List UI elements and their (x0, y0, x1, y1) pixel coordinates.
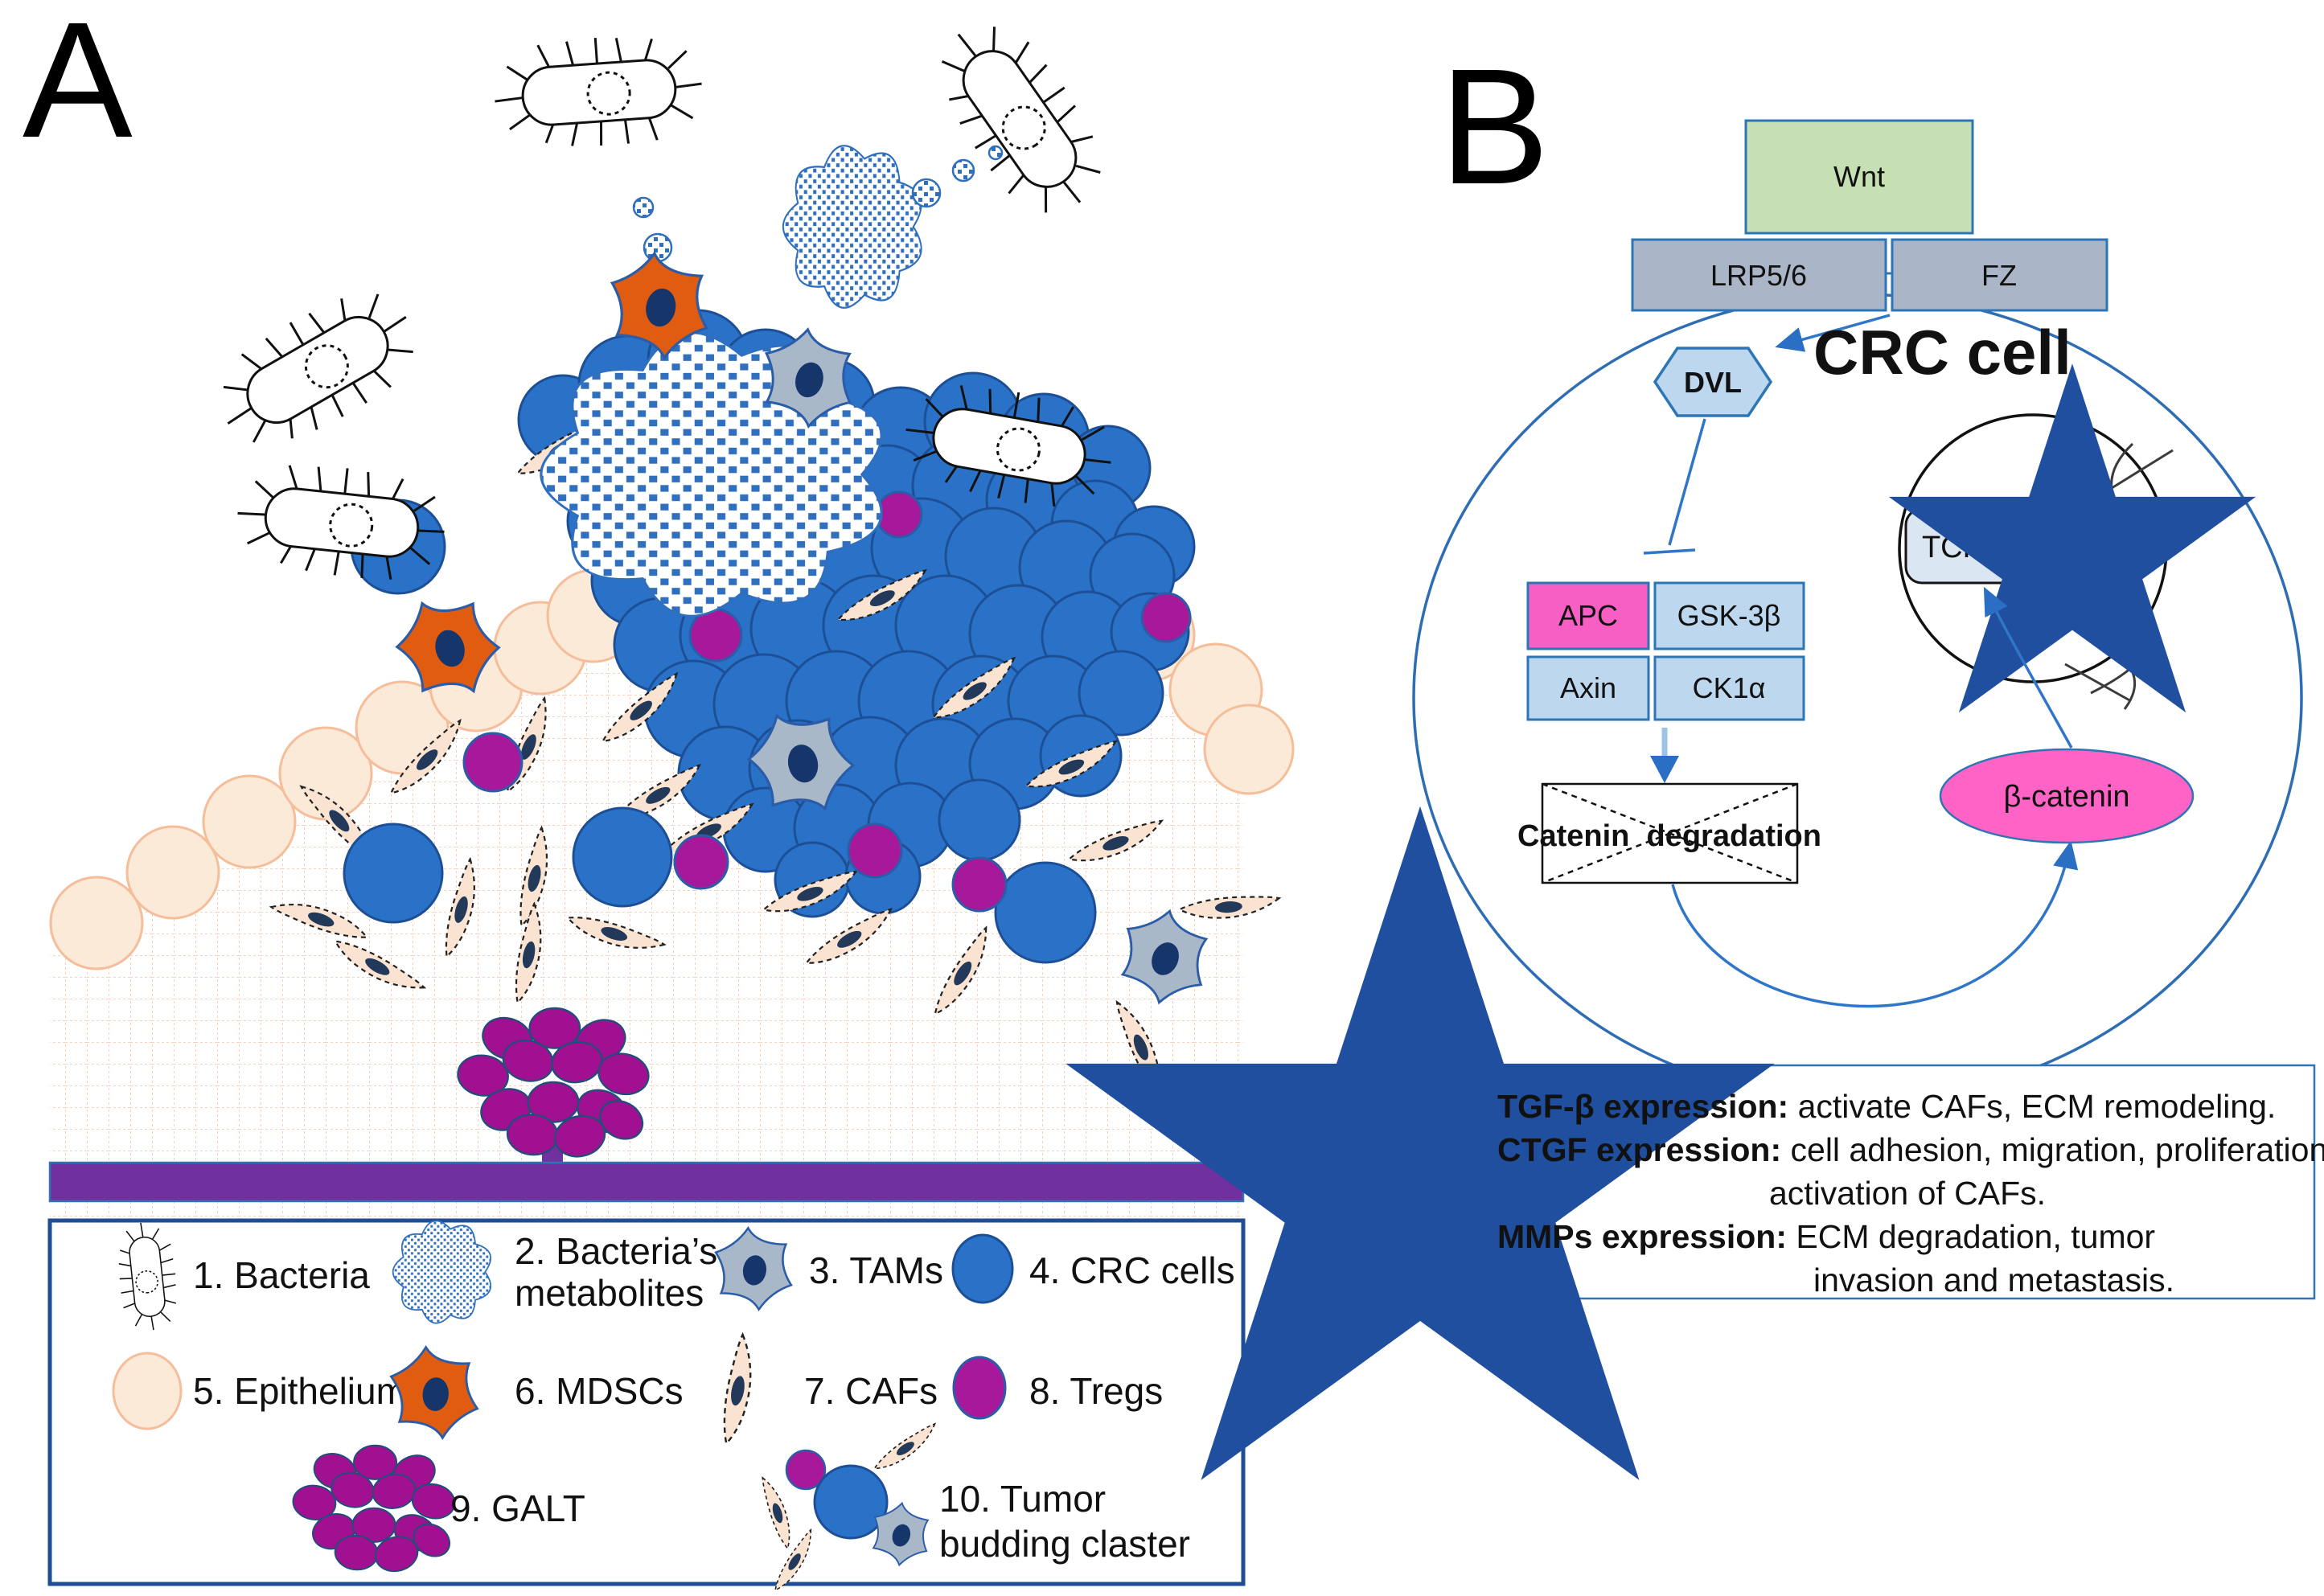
stromal-band (268, 664, 1283, 1096)
red-star-icon (2045, 527, 2100, 580)
note-line-4: MMPs expression: ECM degradation, tumor (1497, 1218, 2155, 1255)
expression-note-box: TGF-β expression: activate CAFs, ECM rem… (1373, 1065, 2324, 1299)
beta-catenin-label: β-catenin (2003, 780, 2129, 814)
nucleus: TCF/LEF (1898, 413, 2174, 710)
note-line-3: activation of CAFs. (1769, 1175, 2046, 1212)
legend-label: metabolites (515, 1272, 704, 1314)
legend-item-bacteria: 1. Bacteria (113, 1219, 370, 1334)
legend-item-mdscs: 6. MDSCs (386, 1344, 684, 1440)
bacterium-icon (198, 269, 435, 470)
ck1a-label: CK1α (1693, 671, 1766, 704)
mucosa-bar (48, 1161, 1245, 1203)
legend-item-crc-cells: 4. CRC cells (951, 1233, 1235, 1304)
arrow-receptor-to-dvl (1775, 314, 1891, 352)
lrp56-box (1631, 238, 1887, 312)
crc-cell-icon (951, 1233, 1014, 1304)
gsk3b-box (1653, 581, 1805, 650)
panel-b-label: B (1439, 35, 1550, 219)
panel-a: 1. Bacteria 2. Bacteria’s metabolites 3.… (23, 0, 1295, 1596)
wnt-label: Wnt (1833, 160, 1885, 193)
lrp56-label: LRP5/6 (1710, 259, 1807, 292)
crc-cell (994, 861, 1097, 964)
legend-item-tams: 3. TAMs (708, 1224, 943, 1313)
legend-label: 5. Epithelium (193, 1370, 407, 1412)
legend-item-tregs: 8. Tregs (952, 1356, 1163, 1420)
legend-label: 8. Tregs (1029, 1370, 1163, 1412)
dvl-label: DVL (1684, 366, 1742, 399)
apc-box (1526, 581, 1650, 650)
legend-item-cafs: 7. CAFs (722, 1332, 938, 1446)
note-line-2: CTGF expression: cell adhesion, migratio… (1497, 1131, 2324, 1168)
crc-cell (572, 806, 673, 908)
panel-b: TGF-β expression: activate CAFs, ECM rem… (1373, 35, 2324, 1299)
crc-cell (343, 823, 444, 924)
legend-label: 6. MDSCs (515, 1370, 684, 1412)
dvl-inhibition-line (1643, 418, 1706, 555)
fz-box (1891, 238, 2108, 312)
red-star-icon (1373, 1129, 1468, 1219)
tumor-budding-icon (753, 1416, 941, 1596)
fz-label: FZ (1981, 259, 2017, 292)
legend-label: 9. GALT (450, 1487, 585, 1529)
legend-label: 3. TAMs (809, 1249, 943, 1291)
panel-a-label: A (23, 0, 133, 172)
catenin-degradation-label: Catenin degradation (1517, 819, 1821, 853)
apc-label: APC (1558, 599, 1618, 632)
ck1a-box (1653, 655, 1805, 721)
arrow-bcatenin-to-tcf (1983, 586, 2073, 749)
beta-catenin-ellipse (1939, 748, 2195, 844)
legend-label: 1. Bacteria (193, 1254, 370, 1296)
bacterium-icon (490, 29, 707, 154)
epithelium-icon (112, 1352, 183, 1430)
legend-label: 4. CRC cells (1029, 1249, 1235, 1291)
legend-label: 10. Tumor (939, 1478, 1106, 1520)
axin-box (1526, 655, 1650, 721)
legend-label: 2. Bacteria’s (515, 1230, 717, 1272)
arrow-complex-to-degradation (1650, 728, 1679, 783)
catenin-degradation-box: Catenin degradation (1517, 782, 1821, 884)
note-line-1: TGF-β expression: activate CAFs, ECM rem… (1497, 1088, 2276, 1125)
gsk3b-label: GSK-3β (1677, 599, 1781, 632)
crc-cell-title: CRC cell (1813, 317, 2071, 388)
legend-box: 1. Bacteria 2. Bacteria’s metabolites 3.… (47, 1218, 1246, 1596)
wnt-box (1744, 119, 1974, 235)
bacterium-icon (914, 1, 1125, 236)
arrow-degradation-to-bcatenin (1671, 840, 2079, 1008)
legend-label: 7. CAFs (804, 1370, 938, 1412)
axin-label: Axin (1560, 671, 1616, 704)
legend-item-galt: 9. GALT (289, 1444, 585, 1577)
legend-item-metabolites: 2. Bacteria’s metabolites (392, 1220, 717, 1324)
treg-icon (952, 1356, 1007, 1420)
legend-item-tumor-budding: 10. Tumor budding claster (753, 1416, 1190, 1596)
treg-cells-in-mass (688, 490, 1192, 663)
legend-item-epithelium: 5. Epithelium (112, 1352, 407, 1430)
dvl-hexagon (1653, 347, 1773, 417)
metabolite-cloud-small (782, 145, 922, 309)
note-line-5: invasion and metastasis. (1813, 1262, 2174, 1299)
legend-label: budding claster (939, 1523, 1190, 1565)
treg-cells (462, 732, 1008, 913)
